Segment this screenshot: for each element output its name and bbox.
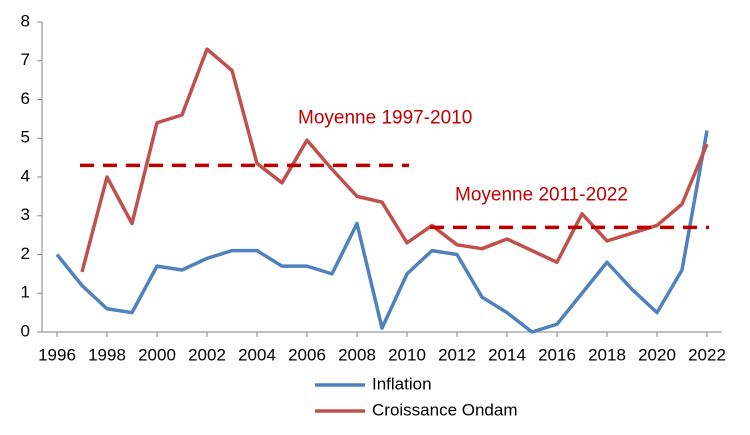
x-tick-label: 2014 [488,345,526,364]
x-tick-label: 2020 [638,345,676,364]
x-tick-label: 2018 [588,345,626,364]
x-tick-label: 2004 [238,345,276,364]
legend-label: Croissance Ondam [372,400,518,419]
legend-label: Inflation [372,374,432,393]
y-tick-label: 5 [21,128,30,147]
x-tick-label: 1996 [38,345,76,364]
series-line [55,130,709,334]
y-tick-label: 4 [21,166,30,185]
annotation: Moyenne 2011-2022 [455,184,628,205]
y-tick-label: 6 [21,89,30,108]
x-tick-label: 2002 [188,345,226,364]
y-tick-label: 8 [21,11,30,30]
annotation: Moyenne 1997-2010 [298,107,472,128]
y-tick-label: 1 [21,283,30,302]
x-tick-label: 1998 [88,345,126,364]
y-tick-label: 3 [21,205,30,224]
x-tick-label: 2008 [338,345,376,364]
y-tick-label: 0 [21,321,30,340]
x-tick-label: 2010 [388,345,426,364]
x-tick-label: 2006 [288,345,326,364]
y-tick-label: 7 [21,50,30,69]
x-tick-label: 2000 [138,345,176,364]
x-tick-label: 2022 [688,345,726,364]
x-tick-label: 2012 [438,345,476,364]
series-line [80,47,709,273]
y-tick-label: 2 [21,244,30,263]
x-tick-label: 2016 [538,345,576,364]
